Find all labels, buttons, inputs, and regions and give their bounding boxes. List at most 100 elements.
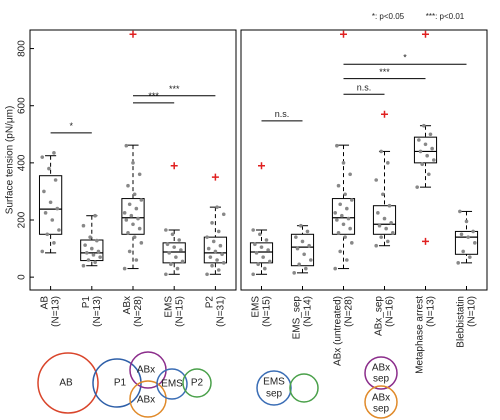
data-point: [348, 226, 352, 231]
data-point: [136, 216, 140, 221]
data-point: [206, 246, 211, 251]
data-point: [216, 229, 221, 234]
data-point: [84, 251, 89, 255]
x-tick-label: EMS: [163, 296, 174, 318]
box: [413, 136, 438, 164]
outlier: [422, 30, 429, 38]
data-point: [91, 253, 96, 257]
significance-label: n.s.: [275, 109, 290, 119]
data-point: [382, 216, 387, 221]
data-point: [459, 232, 464, 237]
data-point: [93, 213, 97, 218]
x-tick-label: EMS_sep: [292, 296, 303, 340]
data-point: [345, 206, 349, 211]
significance-legend: ***: p<0.01: [426, 12, 465, 21]
data-point: [211, 239, 216, 244]
data-point: [346, 216, 351, 221]
data-point: [304, 266, 308, 271]
data-point: [258, 232, 262, 237]
data-point: [124, 143, 129, 148]
x-tick-label: (N=13): [426, 296, 437, 327]
data-point: [52, 241, 56, 245]
box: [121, 198, 145, 235]
data-point: [210, 263, 214, 268]
data-point: [384, 226, 388, 231]
box-group: [372, 110, 397, 248]
data-point: [216, 268, 221, 272]
data-point: [251, 272, 255, 277]
outlier: [211, 173, 219, 181]
y-axis-label: Surface tension (pN/μm): [5, 106, 16, 215]
data-point: [164, 272, 168, 277]
data-point: [43, 211, 48, 215]
data-point: [336, 231, 341, 235]
data-point: [251, 228, 255, 232]
data-point: [215, 258, 219, 262]
cell-label: sep: [373, 404, 390, 415]
x-tick-label: (N=15): [174, 296, 185, 327]
data-point: [341, 161, 346, 165]
data-point: [124, 218, 129, 222]
data-point: [341, 222, 346, 227]
data-point: [175, 266, 180, 271]
data-point: [345, 258, 349, 262]
cell-label: ABx: [372, 393, 390, 404]
data-point: [377, 223, 382, 228]
data-point: [374, 178, 378, 182]
x-tick-label: AB: [40, 296, 51, 310]
data-point: [170, 232, 175, 237]
cell-circle: [182, 368, 212, 398]
significance-label: *: [403, 53, 407, 63]
data-point: [208, 255, 213, 259]
data-point: [93, 260, 97, 265]
data-point: [468, 255, 472, 259]
data-point: [127, 249, 132, 254]
box: [454, 230, 479, 255]
data-point: [205, 272, 209, 277]
x-tick-label: (N=10): [467, 296, 478, 327]
box: [203, 236, 228, 264]
data-point: [134, 258, 139, 262]
data-point: [335, 218, 339, 222]
cell-label: sep: [266, 389, 283, 400]
data-point: [333, 266, 337, 271]
x-tick-label: ABx_sep: [374, 296, 385, 336]
data-point: [81, 263, 86, 268]
data-point: [425, 153, 429, 158]
outlier: [422, 237, 429, 245]
data-point: [456, 261, 460, 265]
outlier: [129, 30, 137, 38]
x-tick-label: (N=14): [303, 296, 314, 327]
data-point: [340, 213, 344, 218]
data-point: [348, 172, 352, 177]
data-point: [132, 192, 137, 197]
data-point: [415, 185, 419, 189]
data-point: [90, 246, 94, 251]
cell-label: ABx: [137, 395, 155, 406]
cell-label: AB: [59, 378, 73, 389]
data-point: [127, 202, 132, 207]
panel-frame: [240, 29, 488, 291]
data-point: [134, 206, 139, 211]
data-point: [302, 252, 306, 257]
data-point: [137, 226, 142, 231]
x-tick-label: Blebbistatin: [456, 296, 467, 348]
data-point: [174, 255, 178, 259]
data-point: [42, 189, 46, 194]
data-point: [205, 235, 209, 239]
outlier: [340, 30, 347, 38]
significance-legend: *: p<0.05: [372, 12, 405, 21]
data-point: [464, 219, 469, 224]
cell-circle: [129, 380, 167, 418]
data-point: [48, 200, 53, 205]
data-point: [221, 261, 226, 265]
data-point: [343, 235, 347, 239]
data-point: [122, 211, 127, 215]
x-tick-label: ABx: [122, 296, 133, 314]
data-point: [169, 262, 173, 267]
box: [331, 198, 356, 235]
box-group: [249, 162, 274, 277]
data-point: [295, 246, 300, 251]
data-point: [427, 172, 431, 177]
